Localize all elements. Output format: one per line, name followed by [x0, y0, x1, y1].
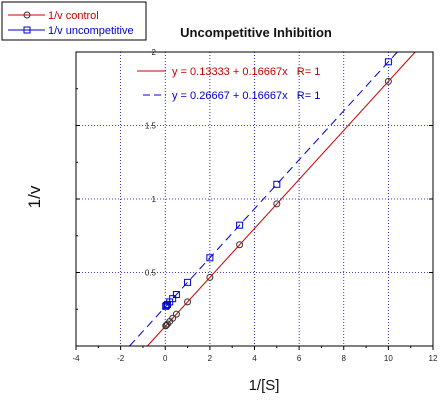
x-tick-label: 12	[429, 354, 438, 363]
data-point-control	[162, 322, 170, 330]
data-point-control	[384, 77, 392, 85]
data-point-uncompetitive	[384, 58, 392, 66]
y-tick-label: 2	[152, 48, 157, 57]
data-point-control	[206, 273, 214, 281]
data-point-uncompetitive	[273, 180, 281, 188]
fit-line-control	[147, 51, 416, 347]
data-point-uncompetitive	[162, 302, 170, 310]
data-point-uncompetitive	[206, 254, 214, 262]
legend-marker-control	[23, 11, 31, 19]
data-point-uncompetitive	[172, 291, 180, 299]
legend-label-uncompetitive: 1/v uncompetitive	[48, 25, 134, 37]
x-tick-label: 0	[163, 354, 168, 363]
data-point-control	[169, 314, 177, 322]
chart-title: Uncompetitive Inhibition	[180, 25, 332, 40]
equation-annotations: y = 0.13333 + 0.16667x R= 1 y = 0.26667 …	[137, 66, 320, 102]
x-tick-label: 4	[252, 354, 257, 363]
grid	[76, 52, 433, 346]
x-tick-label: -2	[117, 354, 125, 363]
x-tick-label: 2	[208, 354, 213, 363]
equation-uncompetitive: y = 0.26667 + 0.16667x R= 1	[172, 90, 320, 102]
y-tick-label: 0.5	[145, 269, 157, 278]
x-tick-label: 6	[297, 354, 302, 363]
data-markers	[162, 58, 392, 330]
y-tick-label: 1.5	[145, 122, 157, 131]
fit-line-uncompetitive	[129, 51, 398, 347]
data-point-control	[172, 310, 180, 318]
legend-label-control: 1/v control	[48, 10, 99, 22]
data-point-control	[236, 241, 244, 249]
fit-lines	[129, 51, 416, 347]
data-point-control	[184, 298, 192, 306]
legend-box	[1, 1, 147, 41]
x-tick-label: 8	[342, 354, 347, 363]
data-point-uncompetitive	[184, 278, 192, 286]
x-axis-label: 1/[S]	[249, 377, 280, 394]
x-tick-label: 10	[384, 354, 393, 363]
data-point-uncompetitive	[169, 295, 177, 303]
x-tick-label: -4	[72, 354, 80, 363]
y-tick-label: 1	[152, 195, 157, 204]
equation-control: y = 0.13333 + 0.16667x R= 1	[172, 66, 320, 78]
data-point-control	[273, 200, 281, 208]
data-point-uncompetitive	[236, 221, 244, 229]
legend-marker-uncompetitive	[23, 26, 31, 34]
data-point-uncompetitive	[163, 300, 171, 308]
y-axis-label: 1/v	[25, 185, 44, 208]
legend: 1/v control 1/v uncompetitive	[1, 1, 147, 41]
axis-ticks: -4 -2 0 2 4 6 8 10 12 0.5 1 1.5 2	[72, 48, 438, 363]
